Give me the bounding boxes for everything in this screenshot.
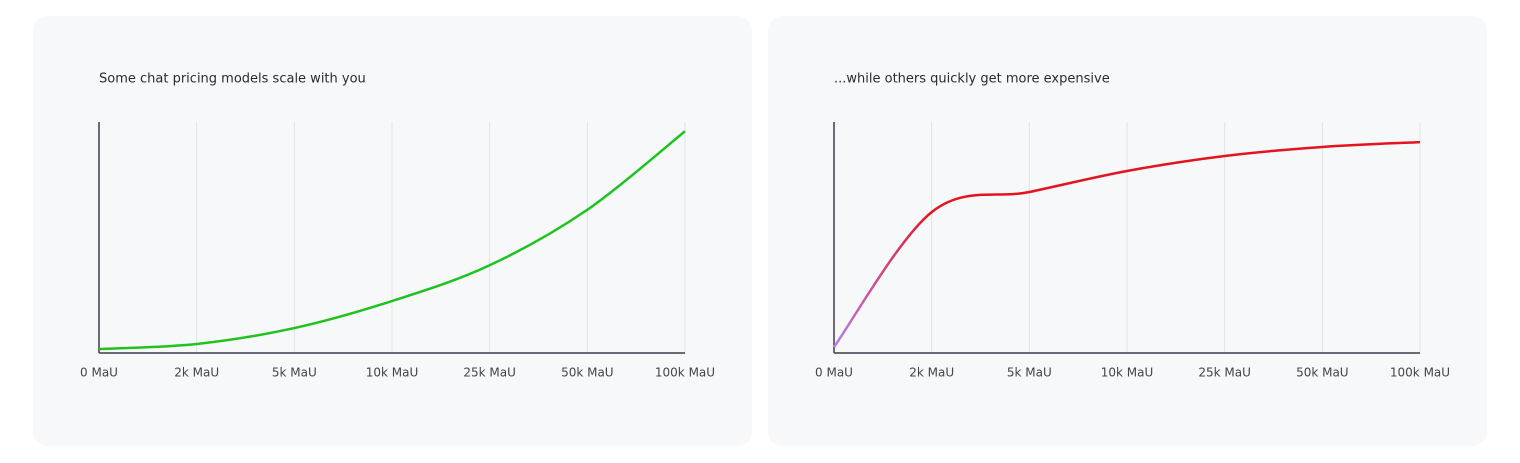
- x-tick-label: 100k MaU: [1390, 366, 1450, 380]
- x-tick-label: 0 MaU: [815, 366, 853, 380]
- x-tick-label: 50k MaU: [561, 366, 614, 380]
- x-tick-label: 5k MaU: [272, 366, 317, 380]
- x-tick-label: 25k MaU: [1198, 366, 1251, 380]
- x-tick-label: 50k MaU: [1296, 366, 1349, 380]
- x-tick-label: 2k MaU: [174, 366, 219, 380]
- x-tick-label: 100k MaU: [655, 366, 715, 380]
- x-tick-label: 25k MaU: [463, 366, 516, 380]
- x-tick-label: 2k MaU: [909, 366, 954, 380]
- chart-title: ...while others quickly get more expensi…: [834, 72, 1110, 87]
- line: [832, 140, 1421, 348]
- line: [98, 130, 686, 351]
- x-tick-label: 0 MaU: [80, 366, 118, 380]
- x-tick-label: 10k MaU: [366, 366, 419, 380]
- x-tick-label: 10k MaU: [1101, 366, 1154, 380]
- chart-title: Some chat pricing models scale with you: [99, 72, 366, 87]
- x-tick-label: 5k MaU: [1007, 366, 1052, 380]
